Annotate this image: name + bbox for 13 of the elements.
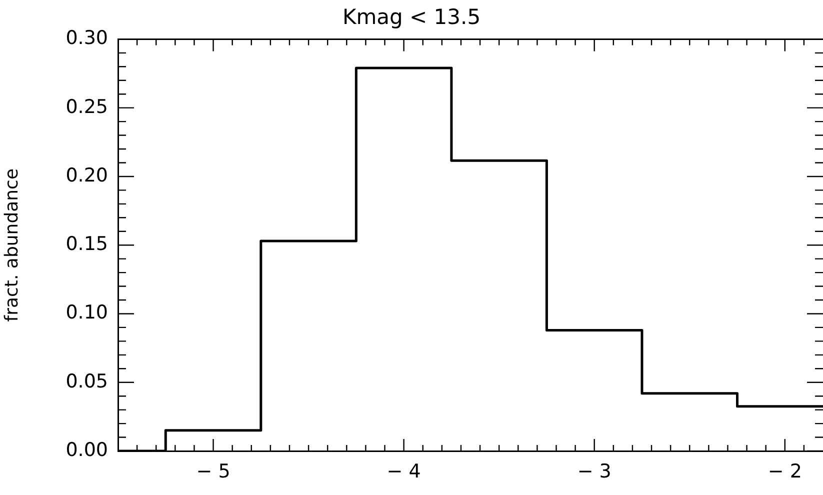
y-tick-label: 0.20 — [66, 164, 108, 186]
x-tick-label: − 4 — [386, 460, 421, 482]
x-tick-label: − 5 — [196, 460, 230, 482]
y-tick-label: 0.15 — [66, 233, 108, 256]
x-tick-label: − 2 — [768, 460, 802, 482]
y-tick-label: 0.30 — [66, 27, 108, 50]
y-tick-label: 0.00 — [66, 438, 108, 461]
x-tick-label: − 3 — [577, 460, 612, 482]
y-axis-title: fract. abundance — [1, 168, 22, 322]
chart-title: Kmag < 13.5 — [342, 5, 481, 30]
y-tick-label: 0.25 — [66, 96, 108, 118]
y-tick-label: 0.10 — [66, 302, 108, 324]
y-tick-label: 0.05 — [66, 370, 108, 392]
